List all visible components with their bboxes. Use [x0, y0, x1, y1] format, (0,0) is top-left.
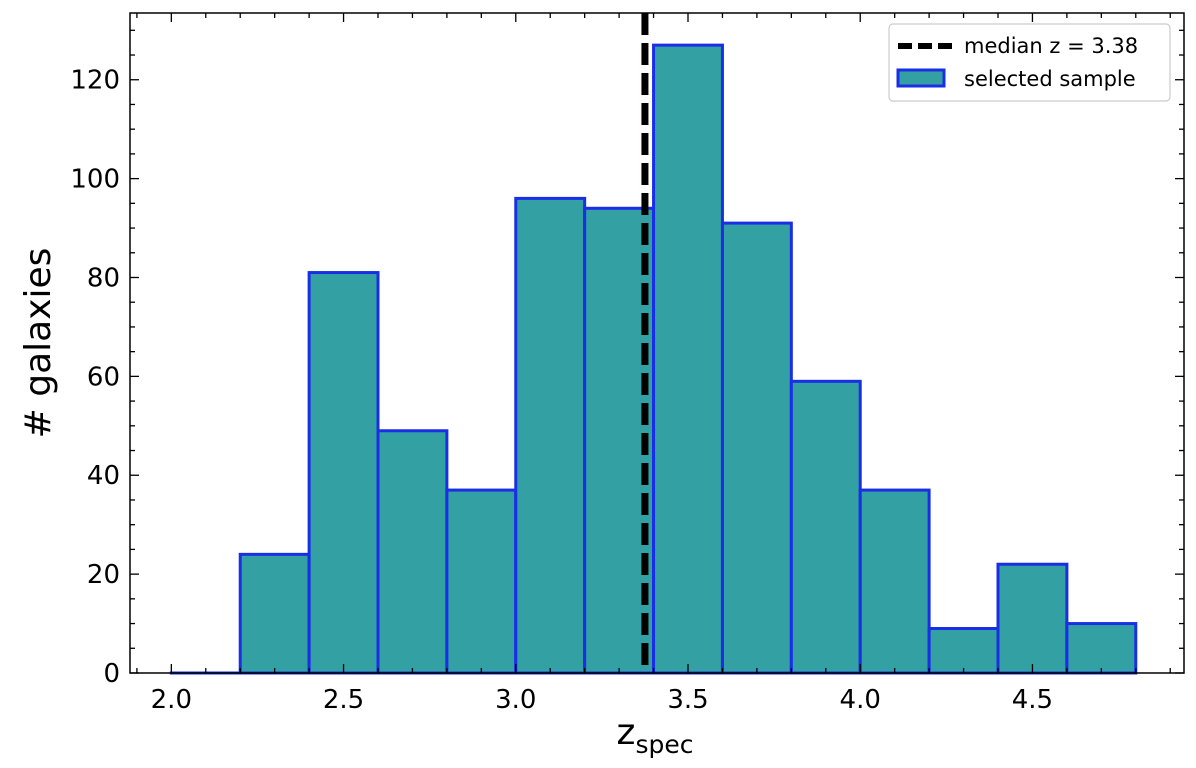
x-axis-label-main: z — [617, 712, 636, 753]
y-tick-label: 20 — [87, 560, 120, 590]
x-tick-label: 2.0 — [151, 685, 192, 715]
histogram-bar — [996, 562, 1069, 675]
x-tick-label: 4.0 — [840, 685, 881, 715]
x-tick-label: 3.5 — [667, 685, 708, 715]
legend-median-label: median z = 3.38 — [964, 34, 1138, 58]
legend-box — [888, 23, 1171, 102]
legend-sample-swatch — [896, 68, 946, 88]
histogram-bar — [720, 221, 793, 675]
plot-frame — [129, 12, 1185, 674]
histogram-bar — [514, 196, 587, 675]
x-axis-label: zspec — [617, 712, 694, 759]
x-tick-label: 2.5 — [323, 685, 364, 715]
histogram-bar — [858, 488, 931, 675]
y-tick-label: 60 — [87, 362, 120, 392]
histogram-bar — [789, 379, 862, 675]
y-axis-label: # galaxies — [18, 248, 59, 439]
legend: median z = 3.38 selected sample — [888, 23, 1171, 102]
x-tick-label: 3.0 — [495, 685, 536, 715]
bars-group — [169, 43, 1138, 675]
y-tick-label: 40 — [87, 461, 120, 491]
histogram-bar — [376, 429, 449, 675]
legend-sample-label: selected sample — [964, 67, 1136, 91]
y-tick-label: 120 — [70, 66, 120, 96]
histogram-bar — [652, 43, 724, 675]
histogram-bar — [927, 627, 1000, 675]
histogram-bar — [445, 488, 518, 675]
x-axis-label-subscript: spec — [635, 730, 693, 759]
y-tick-label: 100 — [70, 165, 120, 195]
histogram-bar — [307, 271, 380, 675]
ticks-group: 2.0 2.5 3.0 3.5 4.0 4.5 0 20 40 60 80 100 120 — [70, 13, 1184, 715]
y-tick-label: 80 — [87, 263, 120, 293]
y-tick-label: 0 — [103, 659, 120, 689]
x-tick-label: 4.5 — [1012, 685, 1053, 715]
histogram-bar — [1065, 622, 1138, 675]
histogram-bar — [238, 552, 311, 675]
